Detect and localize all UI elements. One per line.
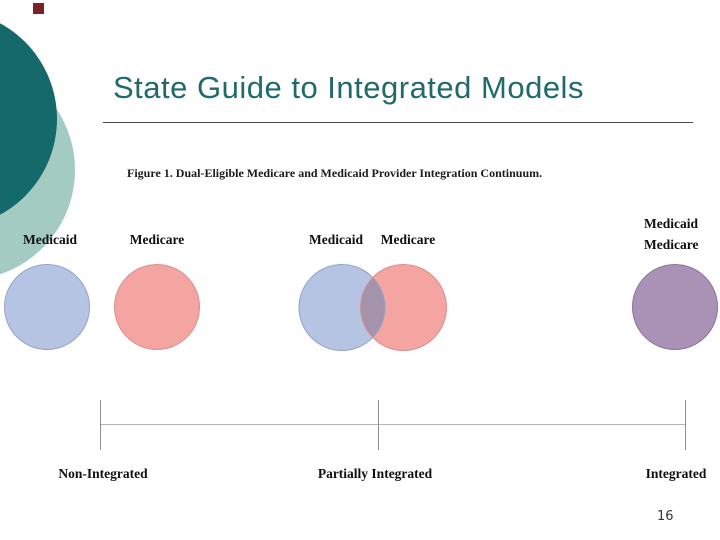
venn-medicare-outline	[360, 264, 447, 351]
non-integrated-medicaid-label: Medicaid	[23, 232, 77, 247]
integrated-medicaid-label: Medicaid	[644, 216, 698, 231]
partially-integrated-medicaid-label: Medicaid	[309, 232, 363, 247]
stage-label-partially-integrated: Partially Integrated	[317, 466, 433, 481]
axis-tick-non-integrated	[100, 400, 101, 450]
medicare-circle	[114, 264, 200, 350]
medicaid-circle	[4, 264, 90, 350]
venn-medicare-circle	[360, 264, 447, 351]
axis-tick-partially-integrated	[378, 400, 379, 450]
slide-title: State Guide to Integrated Models	[113, 70, 584, 105]
venn-medicaid-outline	[298, 264, 386, 351]
title-underline	[103, 122, 693, 123]
figure-caption: Figure 1. Dual-Eligible Medicare and Med…	[127, 166, 543, 180]
venn-overlap-region	[360, 277, 386, 338]
stage-label-integrated: Integrated	[645, 466, 707, 481]
page-number: 16	[657, 509, 674, 524]
integrated-medicare-label: Medicare	[644, 237, 699, 252]
integrated-merged-circle	[632, 264, 718, 350]
stage-label-non-integrated: Non-Integrated	[58, 466, 148, 481]
corner-accent-square	[33, 3, 44, 14]
partially-integrated-medicare-label: Medicare	[380, 232, 436, 247]
continuum-axis-line	[100, 424, 686, 425]
partially-integrated-venn	[298, 264, 447, 351]
axis-tick-integrated	[685, 400, 686, 450]
venn-medicaid-circle	[299, 264, 385, 351]
non-integrated-medicare-label: Medicare	[129, 232, 185, 247]
